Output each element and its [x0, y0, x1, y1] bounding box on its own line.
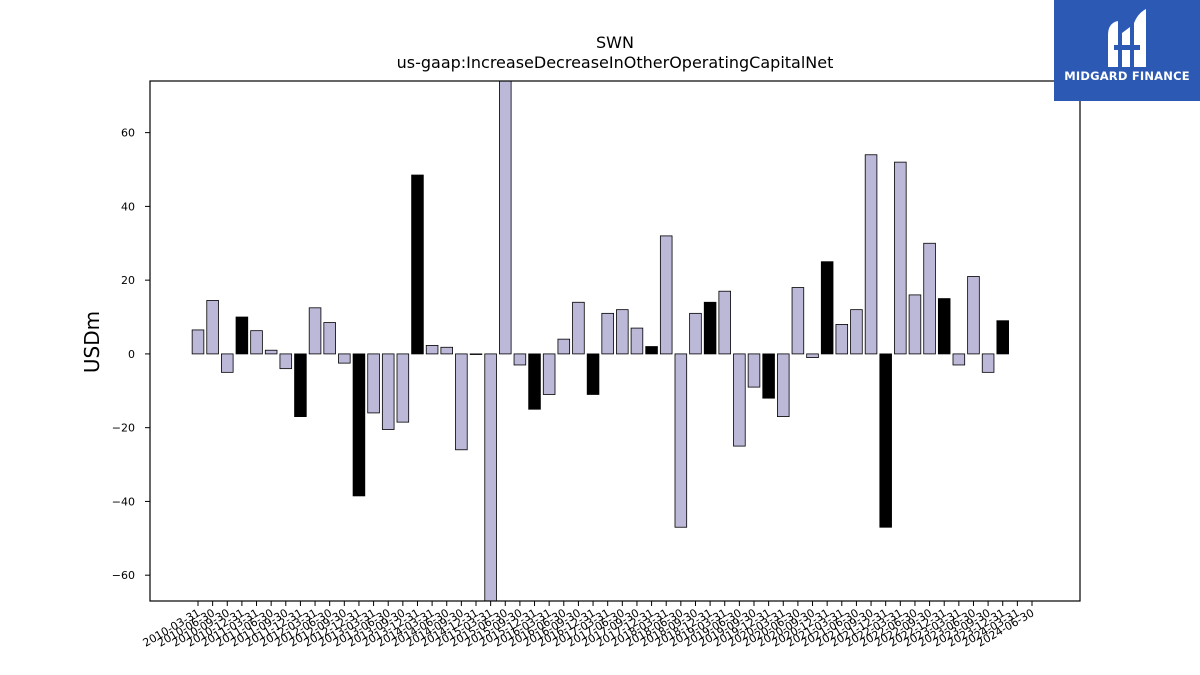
bar-2013-12-31	[411, 174, 424, 355]
bar-2023-12-31	[996, 320, 1009, 355]
bar-2018-06-30	[674, 353, 688, 528]
bar-2017-09-30	[630, 327, 644, 355]
bar-2021-12-31	[879, 353, 892, 528]
bar-2020-06-30	[791, 287, 805, 355]
y-tick-label: 40	[121, 200, 135, 213]
bar-2017-06-30	[616, 309, 629, 355]
bar-2013-06-30	[381, 353, 395, 430]
bar-2014-09-30	[455, 353, 468, 451]
bar-2020-03-31	[777, 353, 790, 418]
bar-2019-12-31	[762, 353, 775, 399]
bar-2019-09-30	[747, 353, 761, 388]
bar-2019-06-30	[733, 353, 746, 447]
bar-2017-03-31	[601, 312, 614, 355]
bar-2020-09-30	[806, 353, 819, 358]
y-tick-label: 60	[121, 127, 135, 140]
y-axis-label: USDm	[80, 311, 104, 373]
bar-2023-06-30	[967, 276, 980, 355]
bar-2014-06-30	[440, 346, 453, 355]
bar-2022-06-30	[908, 294, 922, 355]
bar-2010-12-31	[235, 316, 249, 355]
bar-2022-09-30	[923, 242, 936, 355]
chart-title: SWN	[596, 33, 634, 52]
y-ticks-group: −60 −40 −20 0 20 40 60	[112, 127, 150, 582]
brand-logo: MIDGARD FINANCE	[1054, 0, 1200, 101]
bar-2023-03-31	[952, 353, 966, 366]
bar-2014-12-31	[469, 353, 483, 355]
bar-2013-09-30	[396, 353, 410, 423]
bar-2016-09-30	[572, 301, 585, 355]
bar-2012-03-31	[308, 307, 322, 355]
bar-2017-12-31	[645, 346, 658, 355]
bar-2016-12-31	[586, 353, 600, 395]
chart-subtitle: us-gaap:IncreaseDecreaseInOtherOperating…	[397, 53, 834, 72]
bar-2018-12-31	[703, 301, 717, 355]
bar-2022-12-31	[937, 298, 951, 355]
bar-2012-09-30	[338, 353, 351, 364]
bar-2014-03-31	[425, 345, 439, 355]
bars-group	[191, 80, 1009, 602]
y-tick-label: −40	[112, 495, 135, 508]
y-tick-label: −60	[112, 569, 135, 582]
bar-2021-09-30	[864, 154, 878, 355]
y-tick-label: 0	[128, 348, 135, 361]
bar-2013-03-31	[367, 353, 380, 414]
bar-2021-03-31	[835, 324, 849, 355]
bar-2020-12-31	[820, 261, 834, 355]
bar-2016-06-30	[557, 338, 571, 355]
bar-2015-12-31	[528, 353, 541, 410]
bar-2016-03-31	[542, 353, 556, 395]
bar-2011-03-31	[250, 330, 263, 355]
bar-2021-06-30	[850, 309, 863, 355]
plot-frame	[149, 80, 1081, 602]
bar-2011-06-30	[264, 349, 278, 355]
bar-2019-03-31	[718, 290, 731, 355]
x-ticks-group: 2010-03-312010-06-302010-09-302010-12-31…	[141, 601, 1037, 650]
bar-2011-12-31	[294, 353, 307, 418]
bar-2010-03-31	[191, 329, 205, 355]
bar-2010-06-30	[206, 300, 219, 355]
y-tick-label: 20	[121, 274, 135, 287]
midgard-logo-icon	[1108, 9, 1146, 67]
bar-2018-03-31	[659, 235, 673, 355]
bar-2011-09-30	[279, 353, 293, 370]
bar-2015-09-30	[513, 353, 527, 366]
bar-2015-03-31	[484, 353, 497, 602]
y-tick-label: −20	[112, 422, 135, 435]
bar-2022-03-31	[894, 161, 907, 355]
bar-2023-09-30	[981, 353, 995, 373]
brand-logo-text: MIDGARD FINANCE	[1064, 69, 1190, 83]
bar-2015-06-30	[499, 80, 512, 355]
bar-2012-12-31	[352, 353, 366, 497]
bar-2012-06-30	[323, 322, 336, 355]
bar-2010-09-30	[221, 353, 234, 373]
bar-2018-09-30	[689, 312, 702, 355]
